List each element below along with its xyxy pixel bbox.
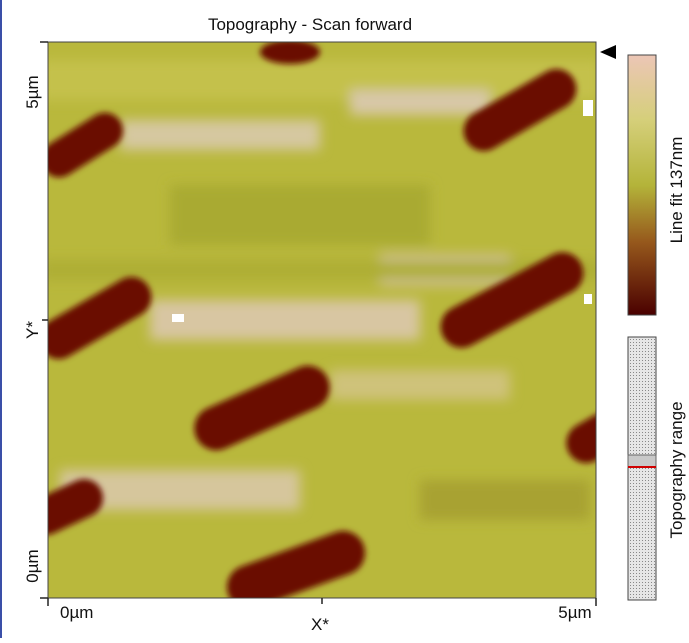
window-edge (0, 0, 2, 638)
y-end-label: 5µm (23, 75, 42, 108)
x-start-label: 0µm (60, 603, 93, 622)
x-axis-label: X* (311, 615, 329, 634)
range-bar-label: Topography range (667, 401, 686, 538)
y-axis-label: Y* (23, 321, 42, 339)
image-title: Topography - Scan forward (208, 15, 412, 34)
color-bar-label: Line fit 137nm (667, 137, 686, 244)
topography-image (48, 42, 596, 598)
axis-ticks (40, 41, 597, 606)
range-window[interactable] (627, 454, 657, 468)
x-end-label: 5µm (558, 603, 591, 622)
y-start-label: 0µm (23, 549, 42, 582)
scan-line-marker[interactable] (600, 45, 616, 59)
color-bar (627, 54, 657, 316)
range-bar[interactable] (627, 336, 657, 601)
